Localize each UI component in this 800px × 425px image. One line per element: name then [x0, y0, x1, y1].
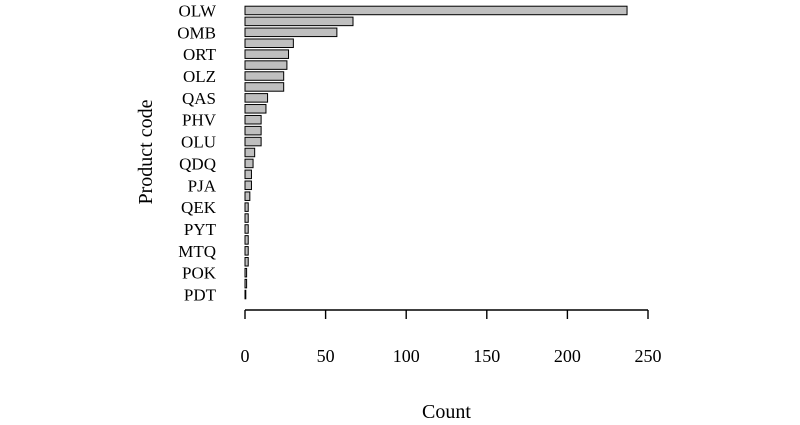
- bar-21: [244, 235, 249, 245]
- bar-16: [244, 180, 252, 191]
- category-label-pja: PJA: [188, 176, 217, 195]
- bar-5: [244, 60, 288, 70]
- bar-6: [244, 71, 285, 81]
- category-label-mtq: MTQ: [178, 242, 216, 261]
- y-axis-title: Product code: [135, 99, 157, 204]
- bar-4: [244, 49, 290, 59]
- bar-17: [244, 191, 251, 201]
- bar-9: [244, 104, 267, 114]
- bar-23: [244, 256, 249, 267]
- category-label-ort: ORT: [183, 45, 217, 64]
- category-label-olz: OLZ: [183, 67, 216, 86]
- bar-18: [244, 202, 249, 212]
- bar-26: [244, 289, 247, 300]
- x-tick-label-200: 200: [554, 346, 581, 366]
- category-labels: OLW OMB ORT OLZ QAS PHV OLU QDQ PJA QEK PYT MTQ POK P…: [177, 1, 217, 304]
- x-axis-ticks: 0 50 100 150 200 250: [241, 310, 662, 366]
- bar-2: [244, 27, 338, 38]
- bar-22: [244, 246, 249, 256]
- category-label-olu: OLU: [181, 133, 216, 152]
- bar-0: [244, 5, 628, 16]
- bar-15: [244, 169, 252, 180]
- x-tick-label-0: 0: [241, 346, 250, 366]
- bar-11: [244, 125, 262, 136]
- category-label-qas: QAS: [182, 89, 216, 108]
- bar-10: [244, 114, 262, 125]
- bar-3: [244, 38, 294, 49]
- bar-19: [244, 213, 249, 223]
- category-label-pok: POK: [182, 264, 217, 283]
- x-axis-title: Count: [422, 401, 471, 423]
- x-tick-label-100: 100: [393, 346, 420, 366]
- bar-24: [244, 267, 248, 278]
- x-tick-label-150: 150: [473, 346, 500, 366]
- category-label-phv: PHV: [182, 111, 217, 130]
- bar-25: [244, 278, 248, 289]
- bar-7: [244, 82, 285, 92]
- bar-1: [244, 16, 354, 27]
- category-label-olw: OLW: [179, 1, 217, 20]
- category-label-pyt: PYT: [184, 220, 217, 239]
- bar-20: [244, 224, 249, 234]
- category-label-qek: QEK: [181, 198, 217, 217]
- category-label-qdq: QDQ: [179, 154, 216, 173]
- category-label-pdt: PDT: [184, 286, 217, 305]
- x-tick-label-50: 50: [317, 346, 335, 366]
- category-label-omb: OMB: [177, 23, 216, 42]
- bar-8: [244, 93, 269, 103]
- bars-group: [244, 5, 628, 300]
- bar-13: [244, 147, 256, 158]
- bar-12: [244, 136, 262, 147]
- bar-14: [244, 158, 254, 169]
- x-tick-label-250: 250: [635, 346, 662, 366]
